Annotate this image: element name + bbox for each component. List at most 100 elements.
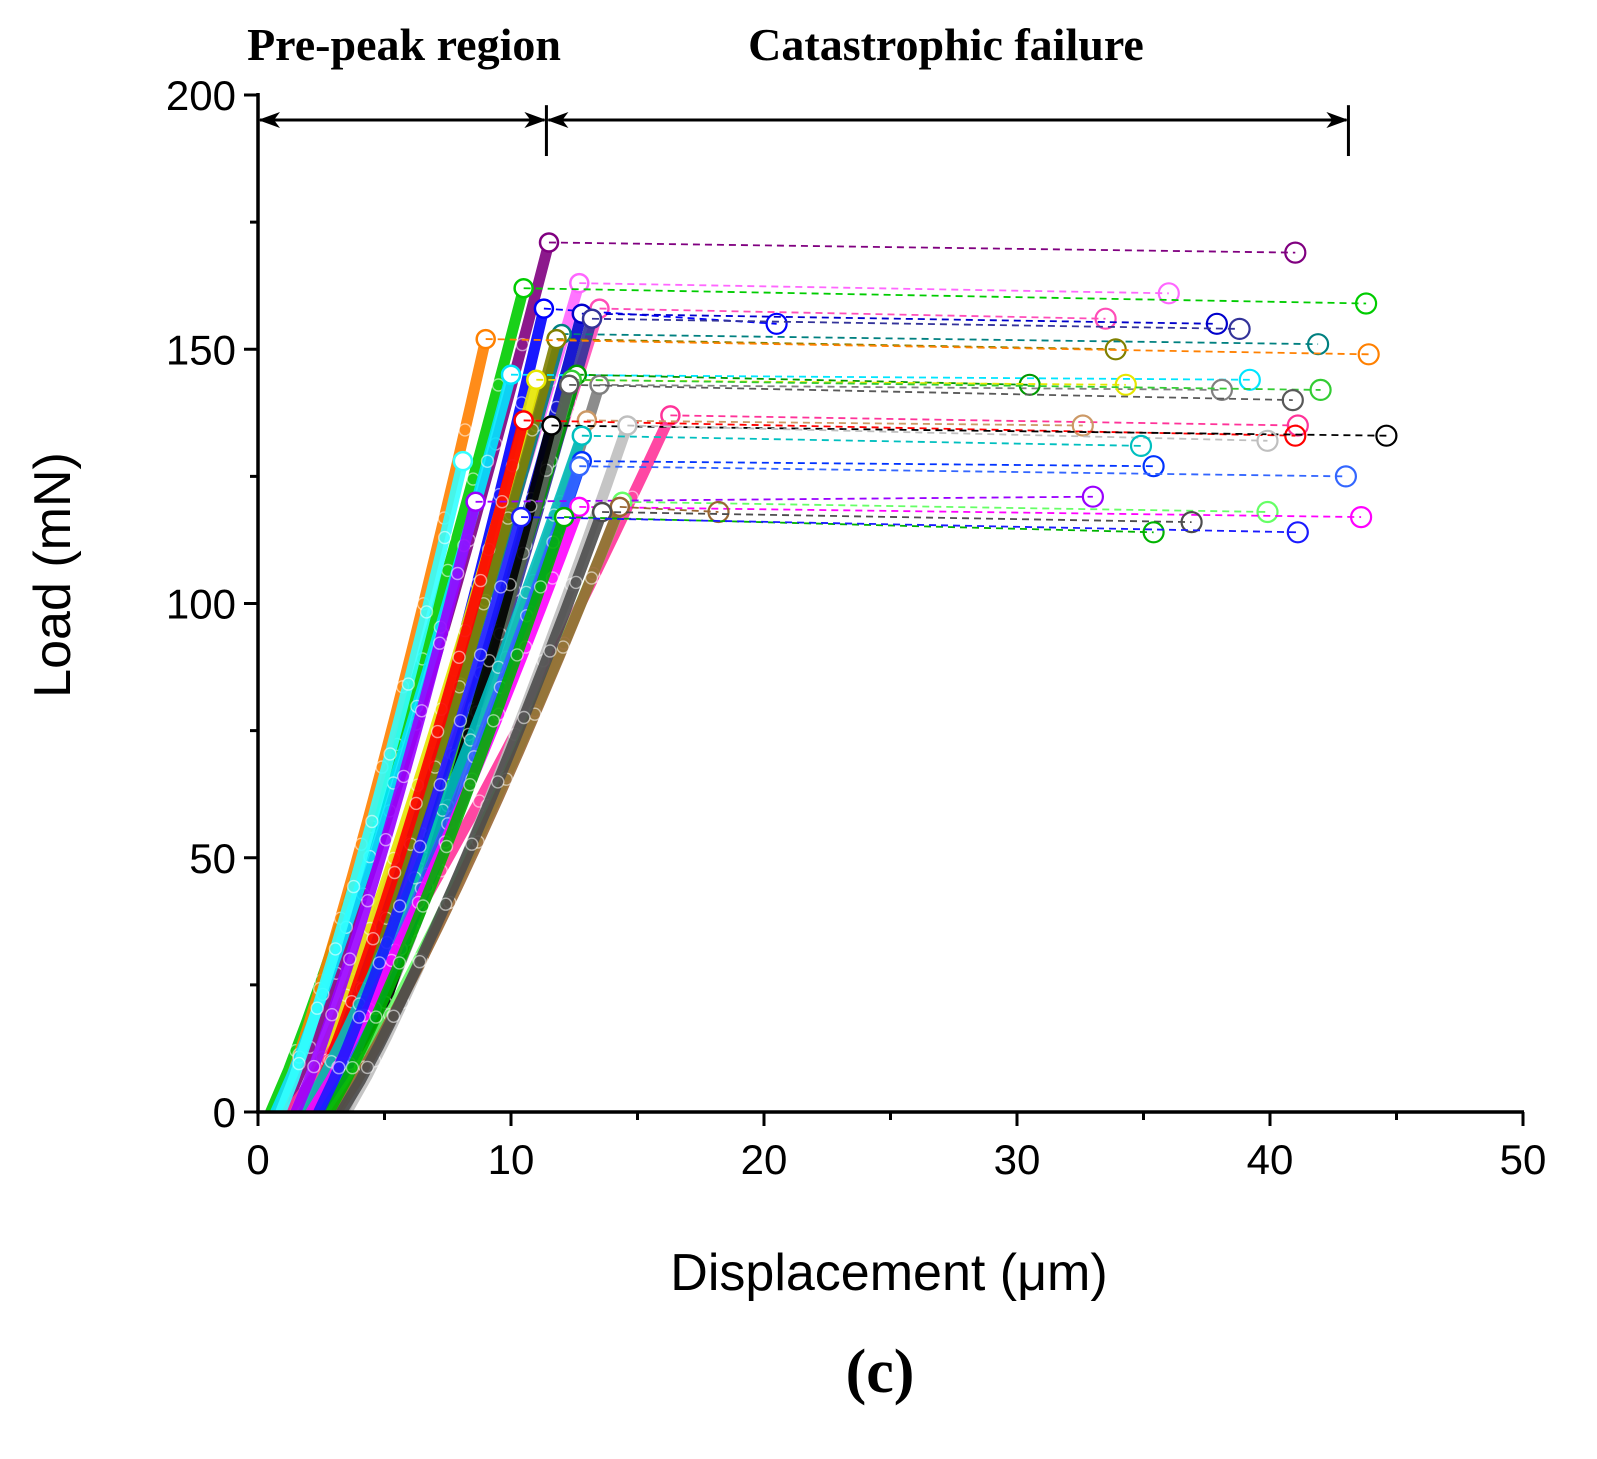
- failure-line: [599, 383, 1222, 391]
- loading-point: [517, 710, 531, 725]
- peak-point: [513, 410, 534, 431]
- failure-point: [1284, 424, 1307, 447]
- loading-point: [533, 580, 548, 594]
- loading-point: [486, 714, 501, 728]
- failure-point: [1334, 465, 1358, 488]
- failure-point: [765, 312, 788, 335]
- failure-point: [1256, 429, 1279, 452]
- failure-line: [523, 287, 1367, 305]
- failure-point: [707, 500, 730, 524]
- loading-point: [569, 575, 583, 590]
- failure-line: [670, 414, 1298, 427]
- failure-point: [1375, 424, 1398, 447]
- loading-point: [346, 879, 361, 894]
- loading-point: [494, 580, 508, 594]
- series-red: [303, 410, 1307, 1112]
- loading-point: [524, 499, 538, 513]
- loading-point: [430, 724, 445, 739]
- failure-point: [1205, 312, 1229, 335]
- region-label-catastrophic: Catastrophic failure: [748, 19, 1144, 70]
- series-yellow: [293, 369, 1137, 1112]
- x-tick-label: 20: [741, 1136, 788, 1183]
- failure-point: [1357, 343, 1380, 366]
- failure-line: [581, 460, 1154, 468]
- loading-point: [413, 839, 427, 854]
- loading-point: [332, 1060, 346, 1075]
- loading-curve: [313, 511, 527, 1112]
- loading-point: [439, 839, 454, 854]
- loading-point: [397, 769, 411, 784]
- series-light-gray: [341, 415, 1279, 1112]
- failure-point: [1071, 414, 1094, 437]
- loading-point: [365, 814, 379, 829]
- loading-point: [360, 1060, 375, 1075]
- loading-curve: [303, 414, 530, 1112]
- failure-line: [627, 424, 1268, 442]
- loading-point: [328, 942, 343, 956]
- failure-point: [1281, 389, 1304, 412]
- loading-point: [453, 714, 468, 728]
- failure-point: [1228, 317, 1251, 340]
- failure-line: [581, 312, 1217, 325]
- loading-point: [438, 530, 452, 545]
- x-tick-label: 0: [246, 1136, 269, 1183]
- loading-point: [543, 644, 557, 658]
- region-label-pre-peak: Pre-peak region: [247, 19, 561, 70]
- failure-line: [523, 419, 1296, 437]
- failure-point: [1157, 282, 1180, 305]
- y-tick-label: 150: [166, 326, 236, 373]
- loading-point: [433, 778, 447, 792]
- loading-point: [343, 952, 357, 966]
- failure-line: [591, 317, 1240, 330]
- series-layer: [265, 232, 1398, 1112]
- failure-point: [1309, 378, 1332, 401]
- loading-point: [292, 1056, 306, 1071]
- loading-point: [325, 1008, 339, 1022]
- failure-line: [510, 373, 1250, 381]
- x-tick-label: 50: [1500, 1136, 1547, 1183]
- loading-point: [491, 775, 505, 789]
- loading-point: [473, 573, 488, 588]
- failure-line: [564, 516, 1154, 534]
- region-arrows: [258, 105, 1350, 157]
- peak-point: [546, 328, 567, 350]
- failure-point: [1180, 510, 1203, 534]
- loading-point: [452, 650, 466, 664]
- loading-point: [433, 636, 447, 650]
- y-axis-title: Load (mN): [24, 452, 82, 698]
- loading-curve: [298, 430, 588, 1112]
- peak-point: [513, 277, 534, 299]
- loading-point: [387, 865, 402, 880]
- peak-point: [569, 272, 590, 294]
- series-green: [265, 277, 1378, 1112]
- loading-point: [419, 605, 434, 619]
- failure-point: [1210, 378, 1234, 401]
- failure-line: [579, 282, 1169, 295]
- peak-point: [569, 496, 590, 518]
- loading-point: [386, 1009, 401, 1023]
- loading-curve: [323, 511, 570, 1112]
- loading-point: [352, 1010, 366, 1024]
- loading-point: [510, 648, 524, 662]
- failure-line: [576, 373, 1030, 386]
- loading-point: [383, 747, 397, 761]
- y-tick-label: 200: [166, 72, 236, 119]
- peak-point: [571, 425, 593, 446]
- series-blue-4: [313, 506, 1309, 1112]
- series-cyan: [270, 364, 1261, 1112]
- loading-point: [369, 1010, 383, 1024]
- loading-point: [393, 899, 407, 913]
- loading-point: [366, 932, 380, 946]
- loading-point: [361, 894, 375, 908]
- failure-line: [579, 465, 1346, 478]
- failure-line: [619, 505, 719, 513]
- x-tick-label: 10: [488, 1136, 535, 1183]
- loading-point: [495, 495, 509, 509]
- loading-point: [416, 899, 430, 913]
- failure-line: [599, 307, 1106, 320]
- failure-line: [561, 333, 1319, 346]
- peak-point: [569, 455, 590, 477]
- loading-point: [392, 956, 407, 970]
- loading-point: [463, 778, 477, 792]
- failure-line: [556, 338, 1116, 351]
